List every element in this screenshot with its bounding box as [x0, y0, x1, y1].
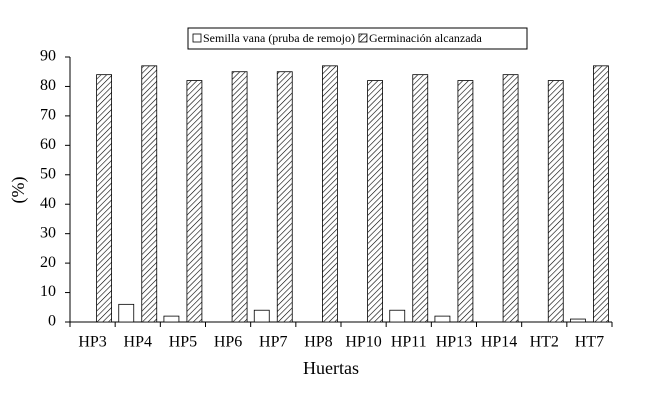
bar [547, 80, 564, 323]
y-tick-label: 60 [40, 136, 56, 153]
x-tick-label: HP14 [481, 334, 517, 351]
bar [593, 65, 609, 323]
bar [412, 74, 429, 323]
bar [231, 71, 248, 323]
bar [253, 309, 270, 323]
x-tick-label: HP6 [214, 334, 242, 351]
legend-swatch [192, 33, 202, 43]
x-tick-label: HT7 [575, 334, 604, 351]
x-tick-label: HP10 [345, 334, 381, 351]
bar [367, 80, 383, 323]
bar [502, 74, 519, 323]
bar [457, 80, 474, 323]
x-tick-label: HP8 [304, 334, 332, 351]
bar [434, 315, 451, 323]
bar [276, 71, 293, 323]
x-tick-label: HP13 [436, 334, 472, 351]
legend-swatch [358, 33, 368, 43]
x-tick-label: HP5 [169, 334, 197, 351]
y-tick-label: 10 [40, 283, 56, 300]
legend-box [187, 27, 528, 50]
x-axis-label: Huertas [303, 358, 359, 378]
bar [186, 80, 203, 323]
y-tick-label: 40 [40, 195, 56, 212]
bar [389, 309, 406, 323]
y-tick-label: 50 [40, 165, 56, 182]
bar [141, 65, 158, 323]
legend: Semilla vana (pruba de remojo) Germinació… [187, 27, 528, 50]
x-tick-label: HT2 [530, 334, 559, 351]
x-tick-label: HP3 [78, 334, 106, 351]
bar [118, 303, 135, 323]
y-tick-label: 70 [40, 107, 56, 124]
y-tick-label: 20 [40, 254, 56, 271]
bar [163, 315, 180, 323]
y-tick-label: 30 [40, 224, 56, 241]
x-tick-label: HP7 [259, 334, 287, 351]
y-tick-label: 0 [48, 313, 56, 330]
x-tick-label: HP11 [391, 334, 427, 351]
y-axis-label: (%) [8, 177, 29, 204]
x-tick-label: HP4 [124, 334, 152, 351]
y-tick-label: 80 [40, 77, 56, 94]
bar [570, 318, 586, 323]
legend-label: Germinación alcanzada [369, 31, 483, 45]
bar [96, 74, 112, 323]
y-tick-label: 90 [40, 48, 56, 65]
legend-label: Semilla vana (pruba de remojo) [203, 31, 355, 45]
bar [322, 65, 338, 323]
